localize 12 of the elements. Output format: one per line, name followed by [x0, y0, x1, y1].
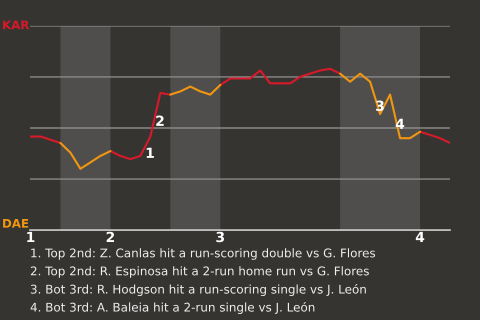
text: 4. Bot 3rd: A. Baleia hit a 2-run single vs J. León: [30, 302, 314, 314]
text: KAR: [3, 20, 30, 30]
text: 1. Top 2nd: Z. Canlas hit a run-scoring double vs G. Flores: [31, 248, 376, 260]
x-tick-label: 3: [216, 232, 224, 242]
annotation: 1: [146, 148, 154, 158]
x-tick-label: 4: [416, 232, 424, 242]
x-tick-label: 2: [106, 232, 114, 242]
x-tick-label: 1: [27, 232, 34, 242]
text: DAE: [3, 219, 28, 228]
text: 2. Top 2nd: R. Espinosa hit a 2-run home run vs G. Flores: [30, 266, 369, 278]
annotation: 2: [156, 116, 164, 126]
text: 3. Bot 3rd: R. Hodgson hit a run-scoring single vs J. León: [30, 284, 366, 296]
